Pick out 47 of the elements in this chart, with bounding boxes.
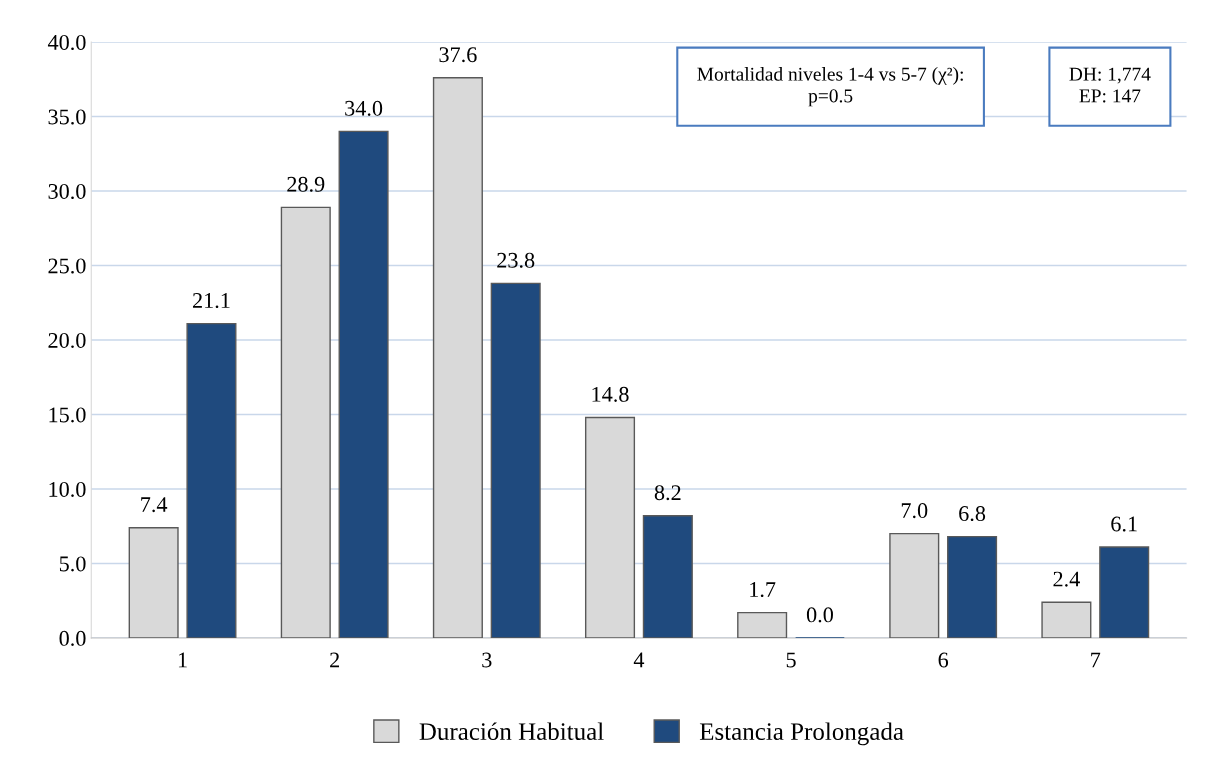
y-tick-label: 15.0 xyxy=(49,407,86,423)
bar xyxy=(186,322,237,638)
data-label: 1.7 xyxy=(750,582,776,598)
x-tick-label: 2 xyxy=(330,652,339,668)
data-label: 6.8 xyxy=(959,506,986,522)
x-tick-label: 3 xyxy=(482,652,492,668)
y-tick-label: 35.0 xyxy=(48,109,86,125)
data-label: 21.1 xyxy=(192,293,230,309)
y-tick-label: 25.0 xyxy=(48,258,86,274)
annotation: DH: 1,774 EP: 147 xyxy=(1069,67,1151,103)
bar xyxy=(947,535,998,638)
legend-label: Duración Habitual xyxy=(419,722,604,741)
x-tick-label: 4 xyxy=(633,652,645,668)
data-label: 14.8 xyxy=(592,386,629,402)
data-label: 6.1 xyxy=(1111,516,1137,532)
annotation: Mortalidad niveles 1-4 vs 5-7 (χ²): p=0.5 xyxy=(697,67,963,107)
y-tick-label: 10.0 xyxy=(49,481,86,497)
data-label: 37.6 xyxy=(439,47,477,63)
bar xyxy=(642,515,693,638)
bar xyxy=(280,206,331,638)
bar xyxy=(1041,601,1092,638)
data-label: 7.0 xyxy=(901,503,928,519)
data-label: 23.8 xyxy=(497,252,535,268)
y-tick-label: 20.0 xyxy=(48,332,86,349)
bar xyxy=(338,130,389,638)
bar xyxy=(889,532,940,638)
bar xyxy=(584,416,636,638)
y-tick-label: 5.0 xyxy=(59,556,86,572)
y-tick-label: 0.0 xyxy=(59,630,86,646)
bar xyxy=(737,611,788,638)
data-label: 7.4 xyxy=(141,497,168,513)
data-label: 2.4 xyxy=(1053,571,1080,587)
y-tick-label: 40.0 xyxy=(47,34,86,51)
bar xyxy=(432,77,483,638)
legend-label: Estancia Prolongada xyxy=(699,722,904,746)
data-label: 28.9 xyxy=(287,176,325,192)
x-tick-label: 1 xyxy=(178,652,187,668)
x-tick-label: 7 xyxy=(1091,652,1101,668)
data-label: 34.0 xyxy=(345,100,383,116)
data-label: 8.2 xyxy=(654,485,681,501)
x-tick-label: 5 xyxy=(786,652,796,668)
data-label: 0.0 xyxy=(806,607,833,623)
bar xyxy=(128,526,179,638)
bar xyxy=(1099,546,1150,638)
y-tick-label: 30.0 xyxy=(48,183,86,200)
x-tick-label: 6 xyxy=(938,652,949,668)
bar xyxy=(490,282,541,638)
